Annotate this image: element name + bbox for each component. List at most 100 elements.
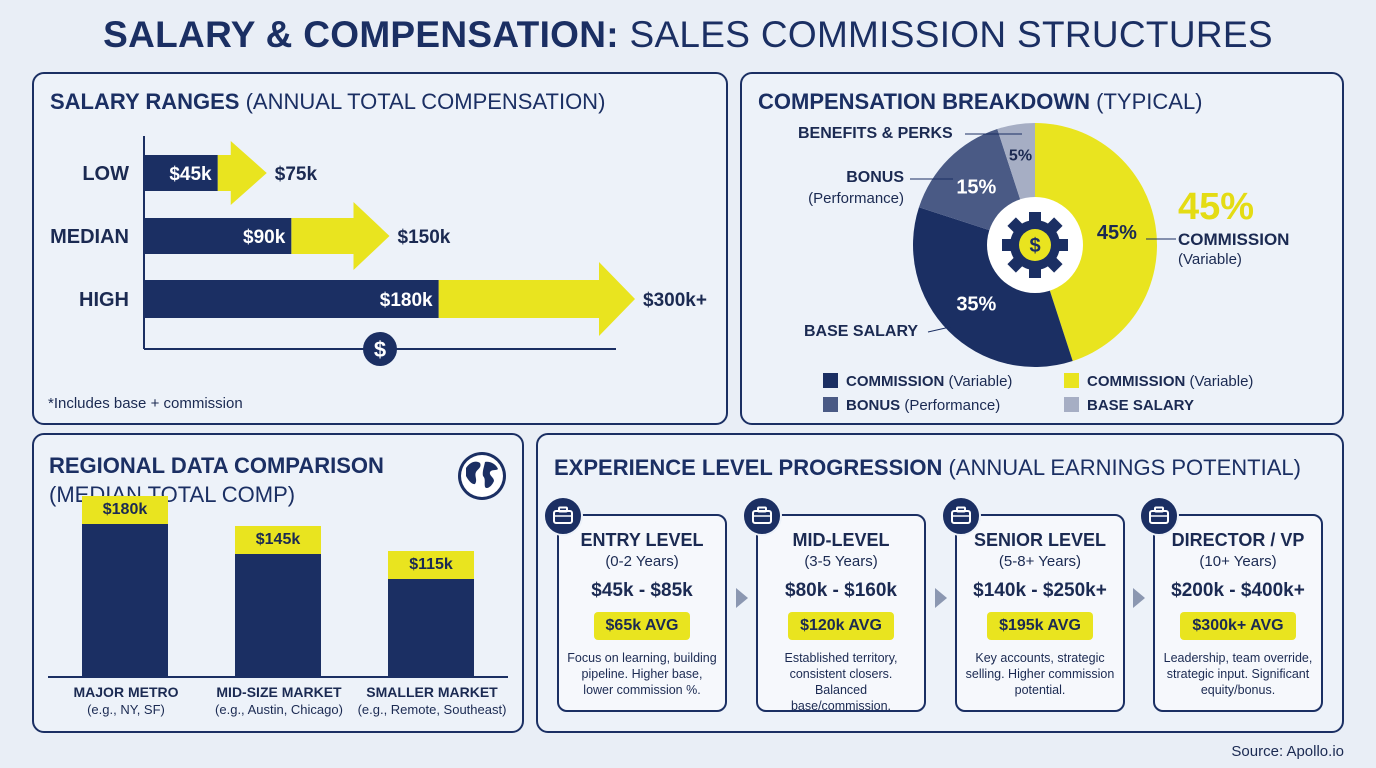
experience-card-director: DIRECTOR / VP (10+ Years) $200k - $400k+…	[1153, 514, 1323, 712]
legend-item-commission-yellow: COMMISSION (Variable)	[1064, 373, 1253, 390]
breakdown-title: COMPENSATION BREAKDOWN (TYPICAL)	[758, 89, 1203, 115]
base-value-label: $45k	[169, 164, 212, 185]
level-description: Key accounts, strategic selling. Higher …	[965, 651, 1115, 697]
level-range: $80k - $160k	[785, 580, 897, 601]
experience-card-entry: ENTRY LEVEL (0-2 Years) $45k - $85k $65k…	[557, 514, 727, 712]
region-examples: (e.g., NY, SF)	[87, 702, 165, 717]
dollar-glyph: $	[1029, 235, 1040, 257]
level-years: (10+ Years)	[1199, 553, 1277, 570]
region-bar	[82, 524, 168, 676]
experience-title-light: (ANNUAL EARNINGS POTENTIAL)	[948, 455, 1301, 480]
level-range: $200k - $400k+	[1171, 580, 1305, 601]
leader-line	[927, 326, 951, 333]
briefcase-icon	[941, 496, 981, 536]
callout-commission-sub: (Variable)	[1178, 251, 1242, 268]
gear-dollar-icon: $	[1002, 212, 1068, 278]
pie-slice	[1035, 123, 1157, 362]
legend-light: (Performance)	[904, 397, 1001, 414]
callout-commission-big: 45%	[1178, 186, 1255, 228]
pie-slice-label: 35%	[956, 294, 996, 316]
experience-title-bold: EXPERIENCE LEVEL PROGRESSION	[554, 455, 943, 480]
salary-ranges-title-light: (ANNUAL TOTAL COMPENSATION)	[245, 89, 606, 114]
base-bar	[144, 155, 218, 191]
callout-commission: COMMISSION	[1178, 230, 1290, 249]
experience-title: EXPERIENCE LEVEL PROGRESSION (ANNUAL EAR…	[554, 455, 1301, 481]
dollar-icon	[363, 332, 397, 366]
level-avg-badge: $195k AVG	[987, 612, 1093, 640]
region-value-label: $180k	[82, 496, 168, 524]
callout-benefits: BENEFITS & PERKS	[798, 125, 953, 142]
dollar-icon-glyph: $	[374, 337, 386, 362]
progression-arrow	[1133, 588, 1145, 608]
total-value-label: $150k	[398, 227, 451, 248]
level-description: Established territory, consistent closer…	[784, 651, 898, 713]
level-avg-badge: $300k+ AVG	[1180, 612, 1296, 640]
level-name: ENTRY LEVEL	[580, 530, 704, 550]
compensation-pie-chart: 45% 35% 15% 5% $	[910, 123, 1176, 367]
salary-ranges-title-bold: SALARY RANGES	[50, 89, 240, 114]
region-examples: (e.g., Austin, Chicago)	[215, 702, 343, 717]
region-name: MAJOR METRO	[73, 684, 179, 700]
level-name: DIRECTOR / VP	[1171, 530, 1305, 550]
callout-bonus-sub: (Performance)	[808, 190, 904, 207]
total-value-label: $75k	[275, 164, 318, 185]
total-value-label: $300k+	[643, 290, 707, 311]
regional-title: REGIONAL DATA COMPARISON	[49, 453, 384, 478]
salary-range-chart: $45k $75k LOW $90k $150k MEDIAN $180k $300k+ HIG…	[50, 136, 707, 366]
legend-bold: COMMISSION	[846, 373, 945, 390]
pie-slice-label: 15%	[956, 176, 996, 198]
region-value-label: $115k	[388, 550, 474, 579]
salary-ranges-title: SALARY RANGES (ANNUAL TOTAL COMPENSATION…	[50, 89, 605, 115]
regional-axis-line	[48, 676, 508, 678]
level-description: Leadership, team override, strategic inp…	[1163, 651, 1313, 697]
region-examples: (e.g., Remote, Southeast)	[357, 702, 507, 717]
breakdown-title-light: (TYPICAL)	[1096, 89, 1203, 114]
base-bar	[144, 280, 439, 318]
level-range: $140k - $250k+	[973, 580, 1107, 601]
region-value-label: $145k	[235, 525, 321, 554]
legend-bold: COMMISSION	[1087, 373, 1186, 390]
salary-footnote: *Includes base + commission	[48, 395, 243, 412]
briefcase-icon	[1139, 496, 1179, 536]
globe-icon	[458, 452, 506, 500]
pie-slice-label: 45%	[1097, 222, 1137, 244]
level-avg-badge: $120k AVG	[788, 612, 894, 640]
commission-arrow	[438, 262, 635, 336]
legend-swatch	[1064, 373, 1079, 388]
legend-swatch	[1064, 397, 1079, 412]
category-label: LOW	[82, 163, 129, 185]
base-value-label: $90k	[243, 227, 286, 248]
experience-card-senior: SENIOR LEVEL (5-8+ Years) $140k - $250k+…	[955, 514, 1125, 712]
gear-coin	[1019, 229, 1051, 261]
page-title: SALARY & COMPENSATION: SALES COMMISSION …	[0, 14, 1376, 56]
progression-arrow	[935, 588, 947, 608]
level-years: (5-8+ Years)	[998, 553, 1082, 570]
level-years: (3-5 Years)	[804, 553, 878, 570]
level-name: MID-LEVEL	[792, 530, 890, 550]
commission-arrow	[291, 202, 390, 270]
briefcase-icon	[543, 496, 583, 536]
region-bar	[388, 578, 474, 676]
legend-bold: BASE SALARY	[1087, 397, 1194, 414]
legend-swatch	[823, 373, 838, 388]
region-name: MID-SIZE MARKET	[216, 684, 342, 700]
progression-arrow	[736, 588, 748, 608]
callout-bonus: BONUS	[846, 169, 904, 186]
callout-base-salary: BASE SALARY	[804, 323, 919, 340]
legend-item-bonus: BONUS (Performance)	[823, 397, 1000, 414]
legend-light: (Variable)	[948, 373, 1013, 390]
legend-light: (Variable)	[1189, 373, 1254, 390]
page-title-bold: SALARY & COMPENSATION:	[103, 14, 619, 55]
level-years: (0-2 Years)	[605, 553, 679, 570]
briefcase-icon	[742, 496, 782, 536]
level-avg-badge: $65k AVG	[593, 612, 691, 640]
category-label: HIGH	[79, 289, 129, 311]
level-range: $45k - $85k	[591, 580, 693, 601]
source-credit: Source: Apollo.io	[1231, 743, 1344, 760]
breakdown-title-bold: COMPENSATION BREAKDOWN	[758, 89, 1091, 114]
legend-bold: BONUS	[846, 397, 901, 414]
base-value-label: $180k	[380, 290, 433, 311]
legend-item-commission-navy: COMMISSION (Variable)	[823, 373, 1012, 390]
pie-slice-label: 5%	[1009, 147, 1032, 164]
experience-card-mid: MID-LEVEL (3-5 Years) $80k - $160k $120k…	[756, 514, 926, 713]
